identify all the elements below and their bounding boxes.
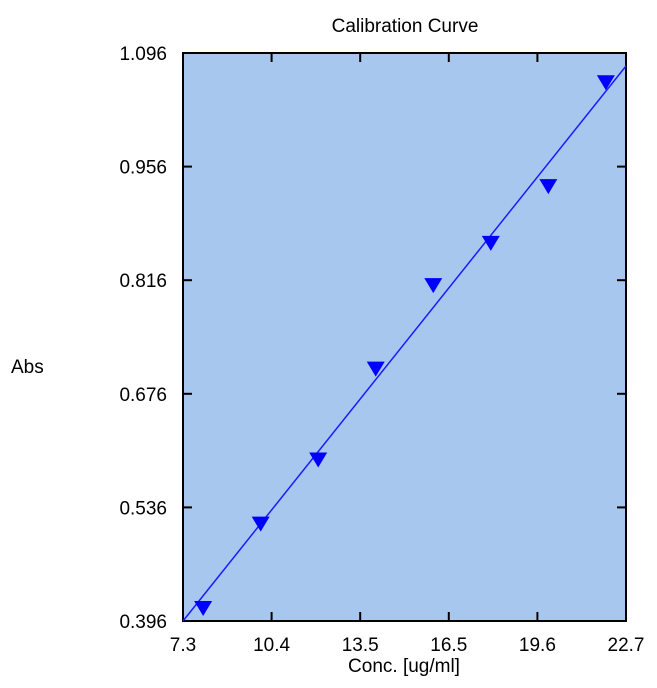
y-tick-label: 0.816 bbox=[119, 271, 167, 292]
data-point-marker bbox=[481, 235, 500, 251]
x-tick-label: 10.4 bbox=[253, 635, 290, 656]
data-point-marker bbox=[424, 278, 443, 294]
x-axis-label: Conc. [ug/ml] bbox=[348, 656, 460, 677]
x-tick-label: 7.3 bbox=[170, 635, 196, 656]
x-tick-label: 22.7 bbox=[608, 635, 645, 656]
x-tick-label: 16.5 bbox=[430, 635, 467, 656]
y-axis-label: Abs bbox=[11, 357, 44, 378]
x-tick-label: 19.6 bbox=[519, 635, 556, 656]
y-tick-label: 0.396 bbox=[119, 612, 167, 633]
data-point-marker bbox=[309, 452, 328, 468]
chart-title: Calibration Curve bbox=[332, 16, 479, 37]
y-axis-ticks bbox=[183, 52, 626, 622]
y-tick-label: 1.096 bbox=[119, 44, 167, 65]
y-axis-tick-labels: 0.396 0.536 0.676 0.816 0.956 1.096 bbox=[119, 44, 167, 633]
x-axis-ticks bbox=[182, 53, 627, 621]
plot-area bbox=[182, 52, 627, 622]
x-axis-tick-labels: 7.3 10.4 13.5 16.5 19.6 22.7 bbox=[170, 635, 645, 656]
y-tick-label: 0.676 bbox=[119, 385, 167, 406]
data-point-marker bbox=[539, 179, 558, 195]
y-tick-label: 0.536 bbox=[119, 498, 167, 519]
regression-line bbox=[182, 65, 627, 622]
y-tick-label: 0.956 bbox=[119, 158, 167, 179]
data-points bbox=[194, 75, 615, 617]
x-tick-label: 13.5 bbox=[342, 635, 379, 656]
data-point-marker bbox=[366, 361, 385, 377]
data-point-marker bbox=[194, 601, 213, 617]
data-point-marker bbox=[596, 75, 615, 91]
data-point-marker bbox=[251, 516, 270, 532]
